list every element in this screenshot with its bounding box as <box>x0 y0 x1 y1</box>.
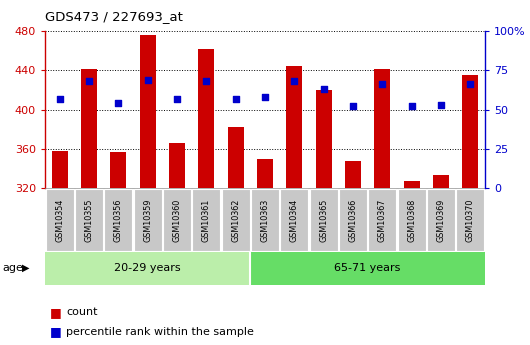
Bar <box>81 69 97 188</box>
Bar <box>398 189 426 250</box>
Bar <box>456 189 484 250</box>
Bar <box>345 160 361 188</box>
Text: GSM10366: GSM10366 <box>349 198 357 241</box>
Point <box>378 82 386 87</box>
Bar <box>374 69 391 188</box>
Bar <box>222 189 250 250</box>
Point <box>408 104 416 109</box>
Text: GSM10361: GSM10361 <box>202 198 211 241</box>
Text: GSM10363: GSM10363 <box>261 198 269 241</box>
Point <box>466 82 474 87</box>
Bar <box>257 159 273 188</box>
Text: ▶: ▶ <box>22 263 30 273</box>
Bar <box>104 189 132 250</box>
Bar <box>427 189 455 250</box>
Point <box>114 100 122 106</box>
Point <box>232 96 240 101</box>
Bar <box>46 189 74 250</box>
Bar <box>45 252 250 285</box>
Text: GSM10368: GSM10368 <box>407 198 416 241</box>
Bar <box>315 90 332 188</box>
Bar <box>339 189 367 250</box>
Text: GSM10359: GSM10359 <box>143 198 152 242</box>
Text: GSM10356: GSM10356 <box>114 198 123 241</box>
Text: age: age <box>3 263 23 273</box>
Bar <box>368 189 396 250</box>
Text: count: count <box>66 307 98 317</box>
Text: GSM10362: GSM10362 <box>231 198 240 241</box>
Bar <box>169 143 185 188</box>
Text: GSM10367: GSM10367 <box>378 198 387 241</box>
Text: GSM10369: GSM10369 <box>437 198 445 241</box>
Bar <box>192 189 220 250</box>
Point <box>320 86 328 92</box>
Bar <box>433 175 449 188</box>
Point <box>261 94 269 100</box>
Point <box>290 79 298 84</box>
Bar <box>280 189 308 250</box>
Bar <box>134 189 162 250</box>
Text: GSM10360: GSM10360 <box>173 198 181 241</box>
Text: GSM10370: GSM10370 <box>466 198 475 241</box>
Bar <box>286 66 303 188</box>
Point <box>202 79 210 84</box>
Text: ■: ■ <box>50 325 62 338</box>
Bar <box>310 189 338 250</box>
Bar <box>227 127 244 188</box>
Bar <box>198 49 215 188</box>
Text: GSM10355: GSM10355 <box>85 198 93 242</box>
Text: 20-29 years: 20-29 years <box>114 263 181 273</box>
Bar <box>250 252 485 285</box>
Point <box>144 77 152 82</box>
Bar <box>403 181 420 188</box>
Point <box>349 104 357 109</box>
Bar <box>163 189 191 250</box>
Text: GSM10365: GSM10365 <box>319 198 328 241</box>
Text: GDS473 / 227693_at: GDS473 / 227693_at <box>45 10 183 23</box>
Text: ■: ■ <box>50 306 62 319</box>
Bar <box>110 152 127 188</box>
Bar <box>75 189 103 250</box>
Point <box>437 102 445 108</box>
Text: GSM10364: GSM10364 <box>290 198 299 241</box>
Point <box>56 96 64 101</box>
Text: GSM10354: GSM10354 <box>55 198 64 241</box>
Bar <box>51 151 68 188</box>
Bar <box>139 35 156 188</box>
Point <box>173 96 181 101</box>
Text: percentile rank within the sample: percentile rank within the sample <box>66 327 254 337</box>
Point <box>85 79 93 84</box>
Bar <box>462 75 479 188</box>
Text: 65-71 years: 65-71 years <box>334 263 401 273</box>
Bar <box>251 189 279 250</box>
